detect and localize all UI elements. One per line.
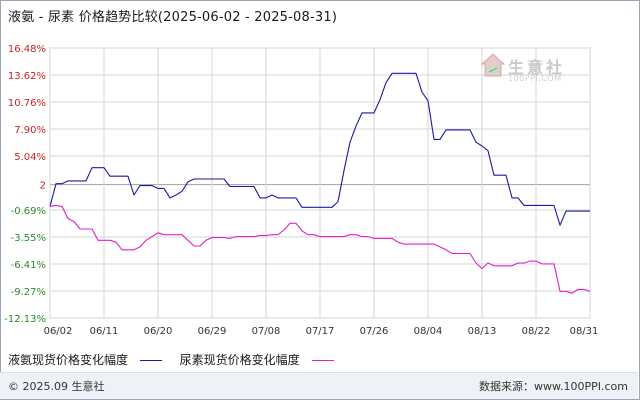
y-tick-label: -6.41% (11, 260, 46, 271)
y-tick-label: 10.76% (8, 98, 46, 109)
x-tick-label: 07/08 (252, 326, 281, 337)
watermark-name: 生意社 (508, 58, 566, 77)
y-tick-label: -0.69% (11, 206, 46, 217)
y-tick-label: -12.13% (4, 314, 46, 325)
legend-label-series2: 尿素现货价格变化幅度 (179, 353, 300, 367)
series-line-2 (49, 204, 591, 294)
x-tick-label: 08/22 (522, 326, 551, 337)
x-tick-label: 06/11 (90, 326, 119, 337)
y-tick-label: -3.55% (11, 233, 46, 244)
x-tick-label: 08/04 (414, 326, 443, 337)
y-tick-label: 5.04% (14, 152, 46, 163)
series-line-1 (49, 72, 590, 226)
y-tick-label: 16.48% (8, 44, 46, 55)
x-tick-label: 06/20 (144, 326, 173, 337)
legend-label-series1: 液氨现货价格变化幅度 (8, 353, 129, 367)
watermark-logo: 生意社 100PPI.COM (480, 52, 580, 92)
x-tick-label: 06/02 (44, 326, 73, 337)
chart-title: 液氨 - 尿素 价格趋势比较(2025-06-02 - 2025-08-31) (8, 10, 338, 25)
x-tick-label: 08/13 (468, 326, 497, 337)
y-tick-label: -9.27% (11, 287, 46, 298)
legend-item-series2: 尿素现货价格变化幅度 (180, 351, 334, 368)
watermark-url: 100PPI.COM (508, 74, 562, 83)
x-tick-label: 06/29 (198, 326, 227, 337)
legend-item-series1: 液氨现货价格变化幅度 (8, 351, 162, 368)
x-tick-label: 07/26 (360, 326, 389, 337)
y-tick-label: 7.90% (14, 125, 46, 136)
chart-legend: 液氨现货价格变化幅度 尿素现货价格变化幅度 (8, 351, 348, 368)
y-tick-label: 2 (40, 181, 46, 192)
x-tick-label: 08/31 (570, 326, 599, 337)
watermark-house-icon (480, 53, 506, 77)
footer-copyright: © 2025.09 生意社 (8, 380, 105, 393)
x-tick-label: 07/17 (306, 326, 335, 337)
footer-source-link[interactable]: 数据来源：www.100PPI.com (479, 380, 628, 393)
y-tick-label: 13.62% (8, 71, 46, 82)
footer-bar (0, 372, 638, 399)
legend-swatch-series1 (139, 360, 162, 361)
legend-swatch-series2 (311, 360, 334, 361)
